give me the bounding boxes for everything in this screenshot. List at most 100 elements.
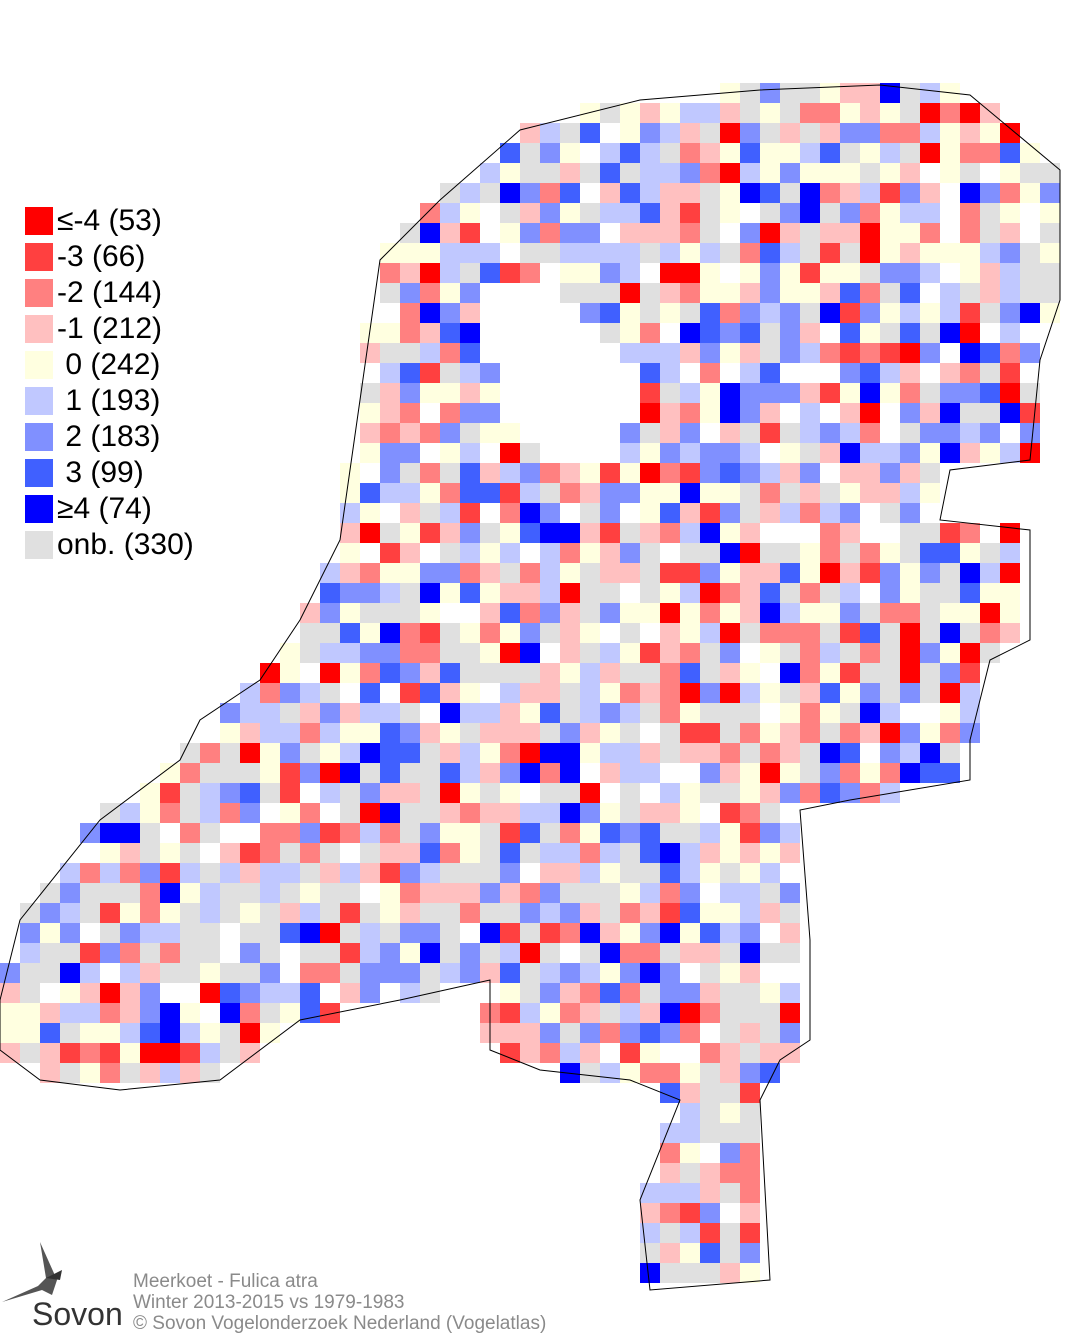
grid-cell bbox=[460, 183, 480, 203]
grid-cell bbox=[540, 603, 560, 623]
grid-cell bbox=[860, 123, 880, 143]
grid-cell bbox=[600, 263, 620, 283]
grid-cell bbox=[280, 743, 300, 763]
grid-cell bbox=[740, 1103, 760, 1123]
grid-cell bbox=[840, 83, 860, 103]
grid-cell bbox=[140, 803, 160, 823]
grid-cell bbox=[660, 803, 680, 823]
grid-cell bbox=[860, 343, 880, 363]
grid-cell bbox=[720, 883, 740, 903]
grid-cell bbox=[780, 163, 800, 183]
grid-cell bbox=[600, 143, 620, 163]
grid-cell bbox=[420, 803, 440, 823]
grid-cell bbox=[660, 183, 680, 203]
grid-cell bbox=[620, 883, 640, 903]
grid-cell bbox=[680, 303, 700, 323]
grid-cell bbox=[720, 763, 740, 783]
grid-cell bbox=[740, 563, 760, 583]
grid-cell bbox=[940, 603, 960, 623]
grid-cell bbox=[380, 743, 400, 763]
grid-cell bbox=[460, 683, 480, 703]
grid-cell bbox=[860, 783, 880, 803]
grid-cell bbox=[340, 903, 360, 923]
grid-cell bbox=[880, 463, 900, 483]
grid-cell bbox=[480, 483, 500, 503]
grid-cell bbox=[740, 483, 760, 503]
grid-cell bbox=[700, 903, 720, 923]
grid-cell bbox=[0, 1023, 20, 1043]
grid-cell bbox=[400, 483, 420, 503]
grid-cell bbox=[80, 1043, 100, 1063]
grid-cell bbox=[360, 863, 380, 883]
grid-cell bbox=[600, 243, 620, 263]
grid-cell bbox=[560, 883, 580, 903]
grid-cell bbox=[0, 1003, 20, 1023]
grid-cell bbox=[520, 683, 540, 703]
grid-cell bbox=[940, 383, 960, 403]
grid-cell bbox=[740, 343, 760, 363]
grid-cell bbox=[720, 903, 740, 923]
grid-cell bbox=[880, 223, 900, 243]
grid-cell bbox=[460, 843, 480, 863]
grid-cell bbox=[440, 823, 460, 843]
grid-cell bbox=[240, 943, 260, 963]
grid-cell bbox=[520, 663, 540, 683]
grid-cell bbox=[800, 83, 820, 103]
grid-cell bbox=[620, 243, 640, 263]
grid-cell bbox=[340, 863, 360, 883]
grid-cell bbox=[400, 863, 420, 883]
grid-cell bbox=[700, 483, 720, 503]
grid-cell bbox=[600, 883, 620, 903]
grid-cell bbox=[480, 703, 500, 723]
grid-cell bbox=[720, 1243, 740, 1263]
grid-cell bbox=[220, 983, 240, 1003]
grid-cell bbox=[400, 723, 420, 743]
grid-cell bbox=[640, 523, 660, 543]
grid-cell bbox=[840, 563, 860, 583]
grid-cell bbox=[520, 243, 540, 263]
grid-cell bbox=[520, 743, 540, 763]
grid-cell bbox=[720, 663, 740, 683]
grid-cell bbox=[560, 543, 580, 563]
grid-cell bbox=[340, 563, 360, 583]
grid-cell bbox=[840, 303, 860, 323]
grid-cell bbox=[1000, 223, 1020, 243]
grid-cell bbox=[960, 423, 980, 443]
country-border bbox=[0, 84, 1061, 1291]
grid-cell bbox=[400, 883, 420, 903]
grid-cell bbox=[240, 803, 260, 823]
grid-cell bbox=[640, 883, 660, 903]
grid-cell bbox=[480, 243, 500, 263]
grid-cell bbox=[260, 983, 280, 1003]
grid-cell bbox=[400, 703, 420, 723]
grid-cell bbox=[380, 623, 400, 643]
grid-cell bbox=[260, 703, 280, 723]
grid-cell bbox=[700, 763, 720, 783]
grid-cell bbox=[20, 1003, 40, 1023]
grid-cell bbox=[500, 223, 520, 243]
grid-cell bbox=[800, 763, 820, 783]
grid-cell bbox=[420, 783, 440, 803]
grid-cell bbox=[440, 363, 460, 383]
grid-cell bbox=[780, 563, 800, 583]
grid-cell bbox=[360, 783, 380, 803]
grid-cell bbox=[700, 563, 720, 583]
grid-cell bbox=[620, 263, 640, 283]
grid-cell bbox=[840, 643, 860, 663]
grid-cell bbox=[600, 923, 620, 943]
grid-cell bbox=[600, 863, 620, 883]
grid-cell bbox=[360, 603, 380, 623]
grid-cell bbox=[560, 963, 580, 983]
grid-cell bbox=[900, 683, 920, 703]
grid-cell bbox=[740, 163, 760, 183]
grid-cell bbox=[80, 883, 100, 903]
grid-cell bbox=[80, 863, 100, 883]
grid-cell bbox=[800, 563, 820, 583]
grid-cell bbox=[740, 783, 760, 803]
grid-cell bbox=[400, 903, 420, 923]
grid-cell bbox=[400, 823, 420, 843]
grid-cell bbox=[1020, 443, 1040, 463]
grid-cell bbox=[940, 523, 960, 543]
grid-cell bbox=[320, 783, 340, 803]
grid-cell bbox=[480, 603, 500, 623]
